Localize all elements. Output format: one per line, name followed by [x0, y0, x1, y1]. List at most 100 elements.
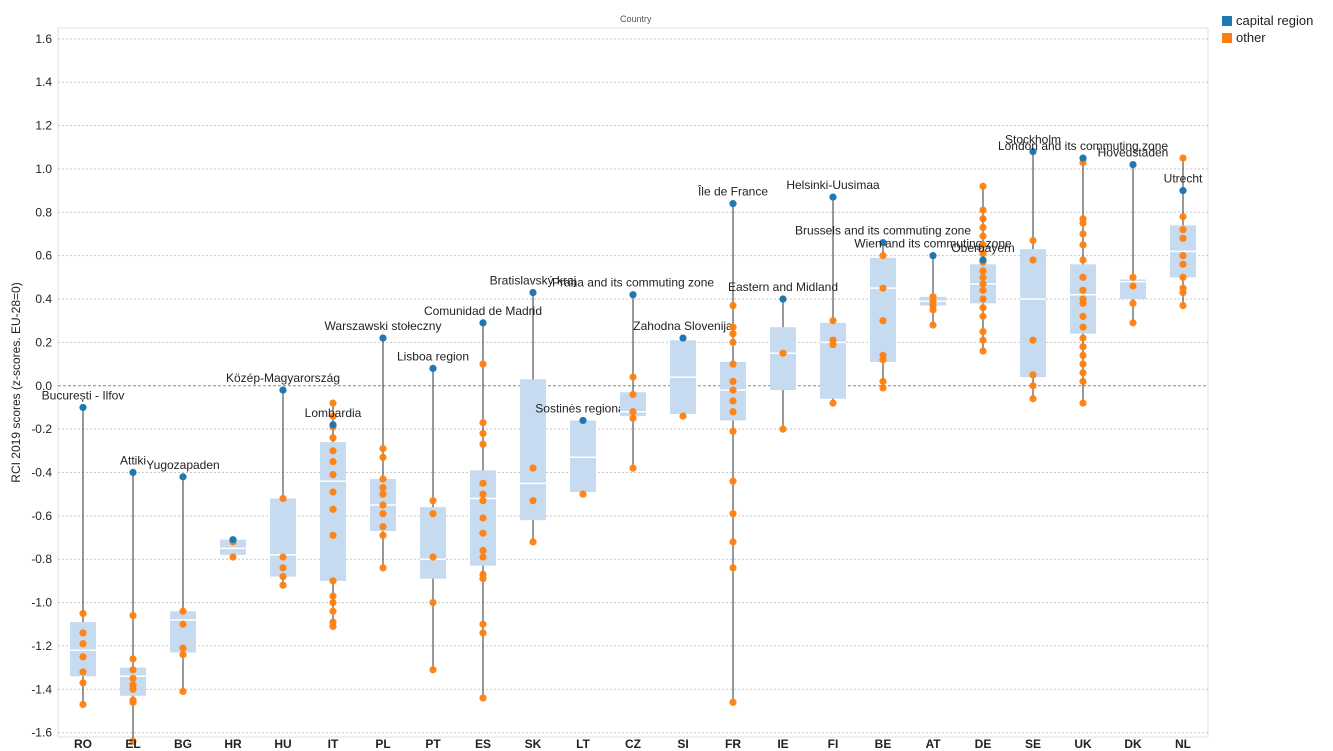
- chart-title: Country: [620, 14, 652, 24]
- x-tick-label: FR: [725, 737, 741, 751]
- point-other: [329, 577, 337, 585]
- point-other: [329, 598, 337, 607]
- point-other: [79, 629, 87, 637]
- point-other: [479, 490, 487, 498]
- x-tick-label: ES: [475, 737, 491, 751]
- point-capital: [729, 200, 737, 208]
- capital-label: London and its commuting zone: [998, 139, 1168, 153]
- point-other: [1079, 399, 1087, 407]
- point-other: [329, 607, 337, 615]
- legend-item-capital[interactable]: capital region: [1222, 12, 1313, 29]
- point-other: [979, 241, 987, 249]
- point-other: [1079, 299, 1087, 307]
- point-other: [379, 523, 387, 531]
- point-other: [279, 564, 287, 572]
- point-capital: [629, 291, 637, 299]
- point-other: [1029, 336, 1037, 344]
- point-other: [979, 286, 987, 294]
- point-other: [979, 273, 987, 281]
- point-other: [479, 360, 487, 368]
- country-group-es: Comunidad de Madrid ES: [424, 304, 542, 751]
- point-other: [979, 336, 987, 344]
- box: [820, 322, 846, 399]
- point-other: [929, 306, 937, 314]
- x-tick-label: IT: [328, 737, 339, 751]
- point-other: [379, 453, 387, 461]
- capital-label: Helsinki-Uusimaa: [786, 178, 880, 192]
- country-group-cz: Praha and its commuting zone CZ: [552, 276, 714, 751]
- point-other: [629, 464, 637, 472]
- point-other: [929, 321, 937, 329]
- legend: capital region other: [1222, 12, 1313, 46]
- point-capital: [479, 319, 487, 327]
- capital-label: Île de France: [697, 184, 768, 199]
- point-other: [79, 640, 87, 648]
- box: [770, 327, 796, 391]
- point-other: [79, 609, 87, 618]
- legend-item-other[interactable]: other: [1222, 29, 1313, 46]
- point-capital: [529, 288, 537, 297]
- capital-label: Bratislavský kraj: [490, 274, 577, 288]
- point-other: [179, 644, 187, 652]
- capital-label: Praha and its commuting zone: [552, 276, 714, 290]
- point-other: [479, 575, 487, 583]
- point-other: [1079, 230, 1087, 238]
- x-tick-label: HU: [274, 737, 291, 751]
- x-tick-label: SE: [1025, 737, 1041, 751]
- y-tick-label: 0.4: [35, 292, 52, 306]
- point-other: [679, 412, 687, 420]
- capital-label: Eastern and Midland: [728, 280, 838, 294]
- point-capital: [129, 468, 137, 477]
- point-other: [829, 399, 837, 407]
- x-tick-label: UK: [1074, 737, 1092, 751]
- point-other: [479, 479, 487, 487]
- box: [870, 257, 896, 362]
- y-tick-label: 0.6: [35, 249, 52, 263]
- country-group-hu: Közép-Magyarország HU: [226, 371, 340, 751]
- point-other: [379, 484, 387, 492]
- country-group-dk: Hovedstaden DK: [1098, 146, 1169, 751]
- y-tick-label: -0.6: [31, 509, 52, 523]
- x-tick-label: AT: [925, 737, 941, 751]
- point-other: [479, 553, 487, 561]
- capital-label: Sostinės regionas: [535, 401, 630, 415]
- point-capital: [579, 416, 587, 425]
- x-tick-label: SI: [677, 737, 688, 751]
- country-group-uk: London and its commuting zone UK: [998, 139, 1168, 751]
- point-other: [329, 399, 337, 407]
- point-other: [729, 330, 737, 338]
- point-other: [879, 356, 887, 364]
- point-other: [179, 687, 187, 696]
- point-other: [79, 700, 87, 709]
- y-tick-label: -0.8: [31, 552, 52, 566]
- x-tick-label: BE: [875, 737, 892, 751]
- x-tick-label: PT: [425, 737, 441, 751]
- capital-label: Yugozapaden: [146, 458, 219, 472]
- point-capital: [829, 193, 837, 201]
- point-capital: [1129, 160, 1137, 169]
- capital-label: București - Ilfov: [42, 388, 125, 402]
- y-tick-label: -1.0: [31, 596, 52, 610]
- point-other: [629, 373, 637, 381]
- country-group-ro: București - Ilfov RO: [42, 388, 125, 751]
- point-other: [329, 447, 337, 455]
- point-other: [979, 280, 987, 288]
- point-other: [379, 475, 387, 483]
- point-capital: [779, 295, 787, 303]
- y-tick-label: -1.2: [31, 639, 52, 653]
- legend-label-capital: capital region: [1236, 13, 1314, 28]
- point-other: [129, 698, 137, 706]
- country-group-pl: Warszawski stołeczny PL: [325, 319, 442, 751]
- point-other: [179, 651, 187, 659]
- country-group-de: Oberbayern DE: [951, 182, 1015, 751]
- point-other: [379, 501, 387, 509]
- x-tick-label: BG: [174, 737, 192, 751]
- capital-label: Wien and its commuting zone: [854, 237, 1012, 251]
- y-tick-label: 1.6: [35, 32, 52, 46]
- point-other: [1029, 371, 1037, 379]
- point-other: [229, 553, 237, 561]
- point-other: [979, 304, 987, 312]
- point-other: [379, 490, 387, 498]
- country-group-fr: Île de France FR: [697, 184, 768, 751]
- y-tick-label: 0.0: [35, 379, 52, 393]
